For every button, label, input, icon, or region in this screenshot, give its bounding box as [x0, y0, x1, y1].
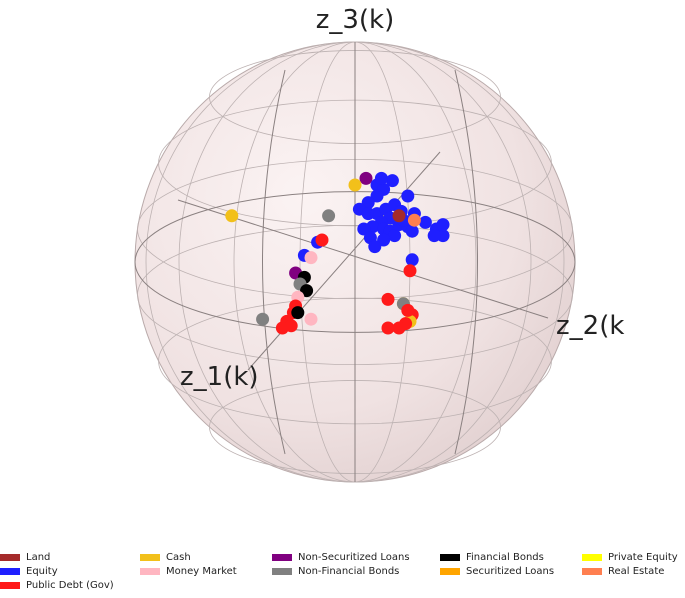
legend-label: Private Equity: [608, 552, 678, 563]
legend-label: Cash: [166, 552, 191, 563]
axis-label-z2: z_2(k: [556, 311, 624, 341]
legend-label: Non-Financial Bonds: [298, 566, 400, 577]
sphere-axes: [134, 42, 576, 482]
point-public-debt-gov: [403, 264, 417, 278]
point-land: [392, 209, 406, 223]
legend-item: Money Market: [140, 566, 237, 577]
point-equity: [418, 215, 432, 229]
meridian-line: [262, 69, 286, 455]
axis-label-z3: z_3(k): [316, 5, 395, 35]
legend-item: Equity: [0, 566, 58, 577]
legend-label: Real Estate: [608, 566, 665, 577]
point-equity: [368, 240, 382, 254]
z2-axis-line: [177, 199, 549, 319]
point-equity: [374, 171, 388, 185]
point-equity: [436, 218, 450, 232]
legend-item: Financial Bonds: [440, 552, 544, 563]
point-financial-bonds: [291, 306, 305, 320]
point-money-market: [304, 251, 318, 265]
legend-item: Cash: [140, 552, 191, 563]
sphere: [134, 41, 576, 483]
point-cash: [348, 178, 362, 192]
point-equity: [405, 253, 419, 267]
legend-label: Equity: [26, 566, 58, 577]
legend-swatch: [0, 582, 20, 589]
legend-swatch: [0, 568, 20, 575]
legend-item: Non-Financial Bonds: [272, 566, 399, 577]
legend-label: Financial Bonds: [466, 552, 544, 563]
legend-label: Public Debt (Gov): [26, 580, 114, 591]
point-equity: [401, 189, 415, 203]
legend-swatch: [440, 554, 460, 561]
legend-item: Public Debt (Gov): [0, 580, 114, 591]
legend-label: Money Market: [166, 566, 237, 577]
point-equity: [405, 224, 419, 238]
legend-swatch: [272, 554, 292, 561]
legend-swatch: [140, 554, 160, 561]
legend-label: Land: [26, 552, 51, 563]
legend-swatch: [440, 568, 460, 575]
legend-swatch: [272, 568, 292, 575]
point-non-financial-bonds: [256, 312, 270, 326]
legend-item: Private Equity: [582, 552, 678, 563]
point-equity: [385, 174, 399, 188]
legend-item: Non-Securitized Loans: [272, 552, 410, 563]
data-points: [225, 171, 450, 335]
point-public-debt-gov: [381, 292, 395, 306]
legend-swatch: [0, 554, 20, 561]
legend-label: Non-Securitized Loans: [298, 552, 410, 563]
point-real-estate: [407, 213, 421, 227]
point-public-debt-gov: [381, 321, 395, 335]
point-public-debt-gov: [392, 321, 406, 335]
meridian-line: [454, 69, 478, 455]
legend-swatch: [582, 568, 602, 575]
point-cash: [225, 209, 239, 223]
legend-swatch: [582, 554, 602, 561]
legend: Land Equity Public Debt (Gov) Cash Money Mar…: [0, 548, 685, 598]
point-public-debt-gov: [401, 303, 415, 317]
point-non-securitized-loans: [359, 171, 373, 185]
axis-label-z1: z_1(k): [180, 362, 259, 392]
point-public-debt-gov: [315, 233, 329, 247]
point-non-financial-bonds: [322, 209, 336, 223]
point-public-debt-gov: [284, 319, 298, 333]
legend-label: Securitized Loans: [466, 566, 555, 577]
point-money-market: [304, 312, 318, 326]
point-equity: [388, 229, 402, 243]
legend-item: Real Estate: [582, 566, 664, 577]
legend-item: Securitized Loans: [440, 566, 554, 577]
point-equity: [427, 229, 441, 243]
legend-swatch: [140, 568, 160, 575]
legend-item: Land: [0, 552, 50, 563]
